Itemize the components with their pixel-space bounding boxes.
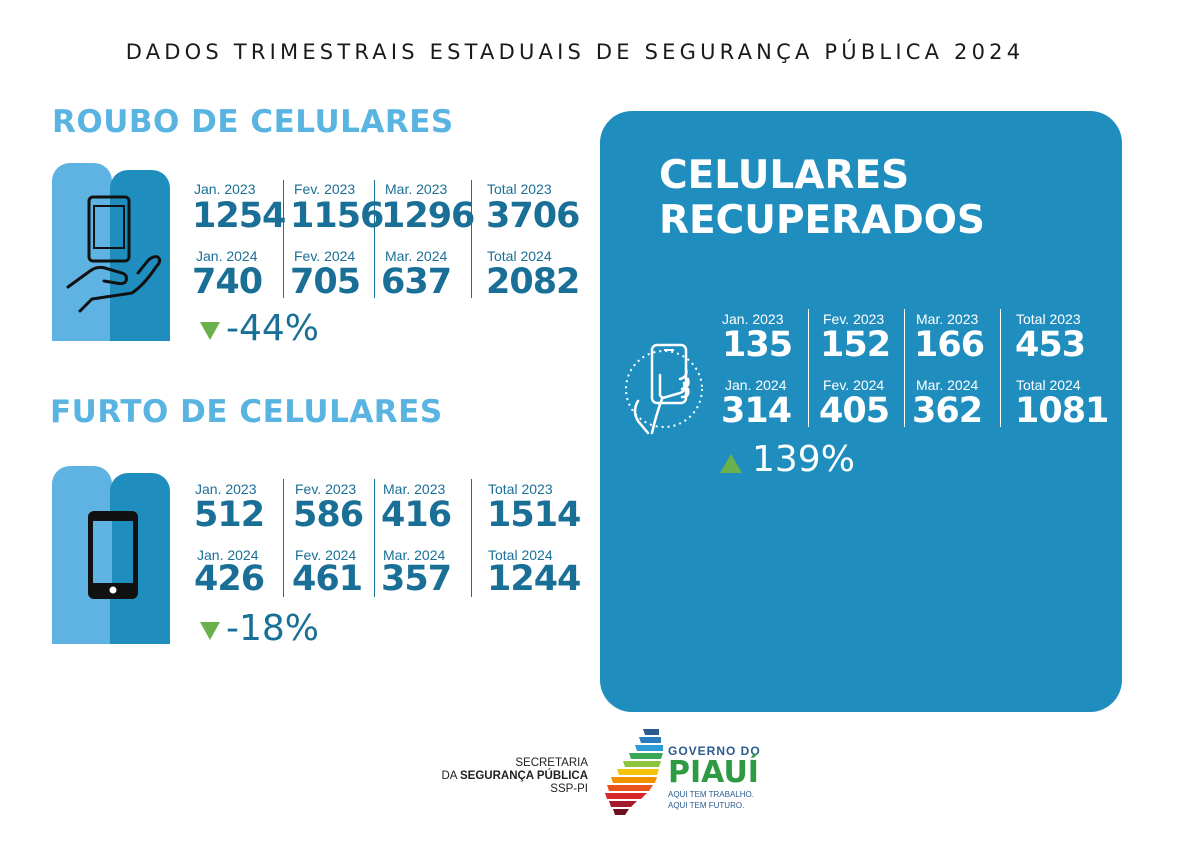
furto-down-arrow-icon [200, 622, 220, 640]
roubo-col-jan: Jan. 2023 1254 Jan. 2024 740 [192, 180, 288, 302]
recuperados-up-arrow-icon [720, 454, 742, 473]
recuperados-label-total-2023: Total 2023 [1016, 311, 1081, 327]
roubo-col-fev: Fev. 2023 1156 Fev. 2024 705 [283, 180, 384, 302]
furto-value-fev-2023: 586 [293, 495, 364, 535]
recuperados-value-jan-2024: 314 [721, 391, 792, 431]
recuperados-label-mar-2024: Mar. 2024 [916, 377, 979, 393]
recuperados-value-mar-2024: 362 [912, 391, 983, 431]
furto-col-mar: Mar. 2023 416 Mar. 2024 357 [374, 479, 470, 599]
hand-holding-phone-icon [66, 195, 162, 313]
roubo-col-total: Total 2023 3706 Total 2024 2082 [471, 180, 581, 302]
furto-label-mar-2023: Mar. 2023 [383, 481, 446, 497]
furto-value-total-2023: 1514 [487, 495, 581, 535]
furto-label-fev-2024: Fev. 2024 [295, 547, 357, 563]
furto-heading: FURTO DE CELULARES [50, 394, 443, 430]
recuperados-col-total: Total 2023 453 Total 2024 1081 [1000, 309, 1110, 431]
recuperados-col-mar: Mar. 2023 166 Mar. 2024 362 [904, 309, 1000, 431]
roubo-label-total-2024: Total 2024 [487, 248, 552, 264]
furto-value-total-2024: 1244 [487, 559, 581, 599]
roubo-value-fev-2024: 705 [290, 262, 361, 302]
recuperados-heading: CELULARES RECUPERADOS [659, 153, 985, 243]
recuperados-value-fev-2023: 152 [820, 325, 891, 365]
recuperados-value-fev-2024: 405 [819, 391, 890, 431]
recuperados-col-jan: Jan. 2023 135 Jan. 2024 314 [720, 309, 814, 431]
furto-label-total-2023: Total 2023 [488, 481, 553, 497]
furto-col-jan: Jan. 2023 512 Jan. 2024 426 [192, 479, 288, 599]
recuperados-value-total-2023: 453 [1015, 325, 1086, 365]
roubo-down-arrow-icon [200, 322, 220, 340]
roubo-value-total-2024: 2082 [486, 262, 580, 302]
roubo-label-total-2023: Total 2023 [487, 181, 552, 197]
recuperados-label-jan-2023: Jan. 2023 [722, 311, 784, 327]
roubo-value-mar-2024: 637 [381, 262, 452, 302]
furto-value-jan-2024: 426 [194, 559, 265, 599]
roubo-label-mar-2024: Mar. 2024 [385, 248, 448, 264]
roubo-label-fev-2023: Fev. 2023 [294, 181, 356, 197]
smartphone-icon [88, 511, 138, 599]
recuperados-change: 139% [752, 439, 855, 480]
furto-value-jan-2023: 512 [194, 495, 265, 535]
furto-label-jan-2023: Jan. 2023 [195, 481, 257, 497]
roubo-label-jan-2023: Jan. 2023 [194, 181, 256, 197]
furto-value-mar-2024: 357 [381, 559, 452, 599]
piaui-state-map-logo-icon [605, 729, 663, 815]
furto-label-jan-2024: Jan. 2024 [197, 547, 259, 563]
furto-col-fev: Fev. 2023 586 Fev. 2024 461 [283, 479, 375, 599]
roubo-col-mar: Mar. 2023 1296 Mar. 2024 637 [374, 180, 475, 302]
gov-slogan-2: AQUI TEM FUTURO. [668, 801, 745, 810]
furto-col-total: Total 2023 1514 Total 2024 1244 [471, 479, 581, 599]
recuperados-panel: CELULARES RECUPERADOS Jan. 2023 135 Jan.… [600, 111, 1122, 712]
gov-title: GOVERNO DO [668, 744, 761, 758]
roubo-icon-block [52, 163, 170, 341]
roubo-value-jan-2024: 740 [192, 262, 263, 302]
roubo-label-mar-2023: Mar. 2023 [385, 181, 448, 197]
recuperados-label-total-2024: Total 2024 [1016, 377, 1081, 393]
governo-piaui-logo: GOVERNO DO PIAUÍ AQUI TEM TRABALHO. AQUI… [668, 744, 761, 810]
roubo-value-fev-2023: 1156 [290, 196, 384, 236]
recuperados-label-fev-2023: Fev. 2023 [823, 311, 885, 327]
recuperados-label-jan-2024: Jan. 2024 [725, 377, 787, 393]
recuperados-value-jan-2023: 135 [722, 325, 793, 365]
furto-change: -18% [226, 608, 320, 649]
ssp-line3: SSP-PI [550, 783, 588, 795]
furto-value-fev-2024: 461 [292, 559, 363, 599]
recuperados-heading-line1: CELULARES [659, 153, 910, 198]
roubo-value-jan-2023: 1254 [192, 196, 286, 236]
roubo-label-fev-2024: Fev. 2024 [294, 248, 356, 264]
ssp-line1: SECRETARIA [515, 757, 588, 769]
gov-slogan-1: AQUI TEM TRABALHO. [668, 790, 754, 799]
roubo-value-total-2023: 3706 [486, 196, 580, 236]
recuperados-value-total-2024: 1081 [1015, 391, 1109, 431]
furto-label-total-2024: Total 2024 [488, 547, 553, 563]
furto-value-mar-2023: 416 [381, 495, 452, 535]
hand-tapping-phone-icon [625, 343, 703, 435]
roubo-value-mar-2023: 1296 [381, 196, 475, 236]
ssp-logo-text: SECRETARIA DA SEGURANÇA PÚBLICA SSP-PI [441, 757, 588, 796]
ssp-line2: DA SEGURANÇA PÚBLICA [441, 770, 588, 782]
recuperados-col-fev: Fev. 2023 152 Fev. 2024 405 [808, 309, 904, 431]
gov-name: PIAUÍ [668, 755, 759, 790]
roubo-label-jan-2024: Jan. 2024 [196, 248, 258, 264]
roubo-heading: ROUBO DE CELULARES [52, 104, 454, 140]
page-title: DADOS TRIMESTRAIS ESTADUAIS DE SEGURANÇA… [125, 40, 1025, 64]
recuperados-value-mar-2023: 166 [914, 325, 985, 365]
roubo-change: -44% [226, 308, 320, 349]
furto-label-fev-2023: Fev. 2023 [295, 481, 357, 497]
furto-label-mar-2024: Mar. 2024 [383, 547, 446, 563]
recuperados-label-mar-2023: Mar. 2023 [916, 311, 979, 327]
recuperados-heading-line2: RECUPERADOS [659, 198, 986, 243]
furto-icon-block [52, 466, 170, 644]
recuperados-label-fev-2024: Fev. 2024 [823, 377, 885, 393]
